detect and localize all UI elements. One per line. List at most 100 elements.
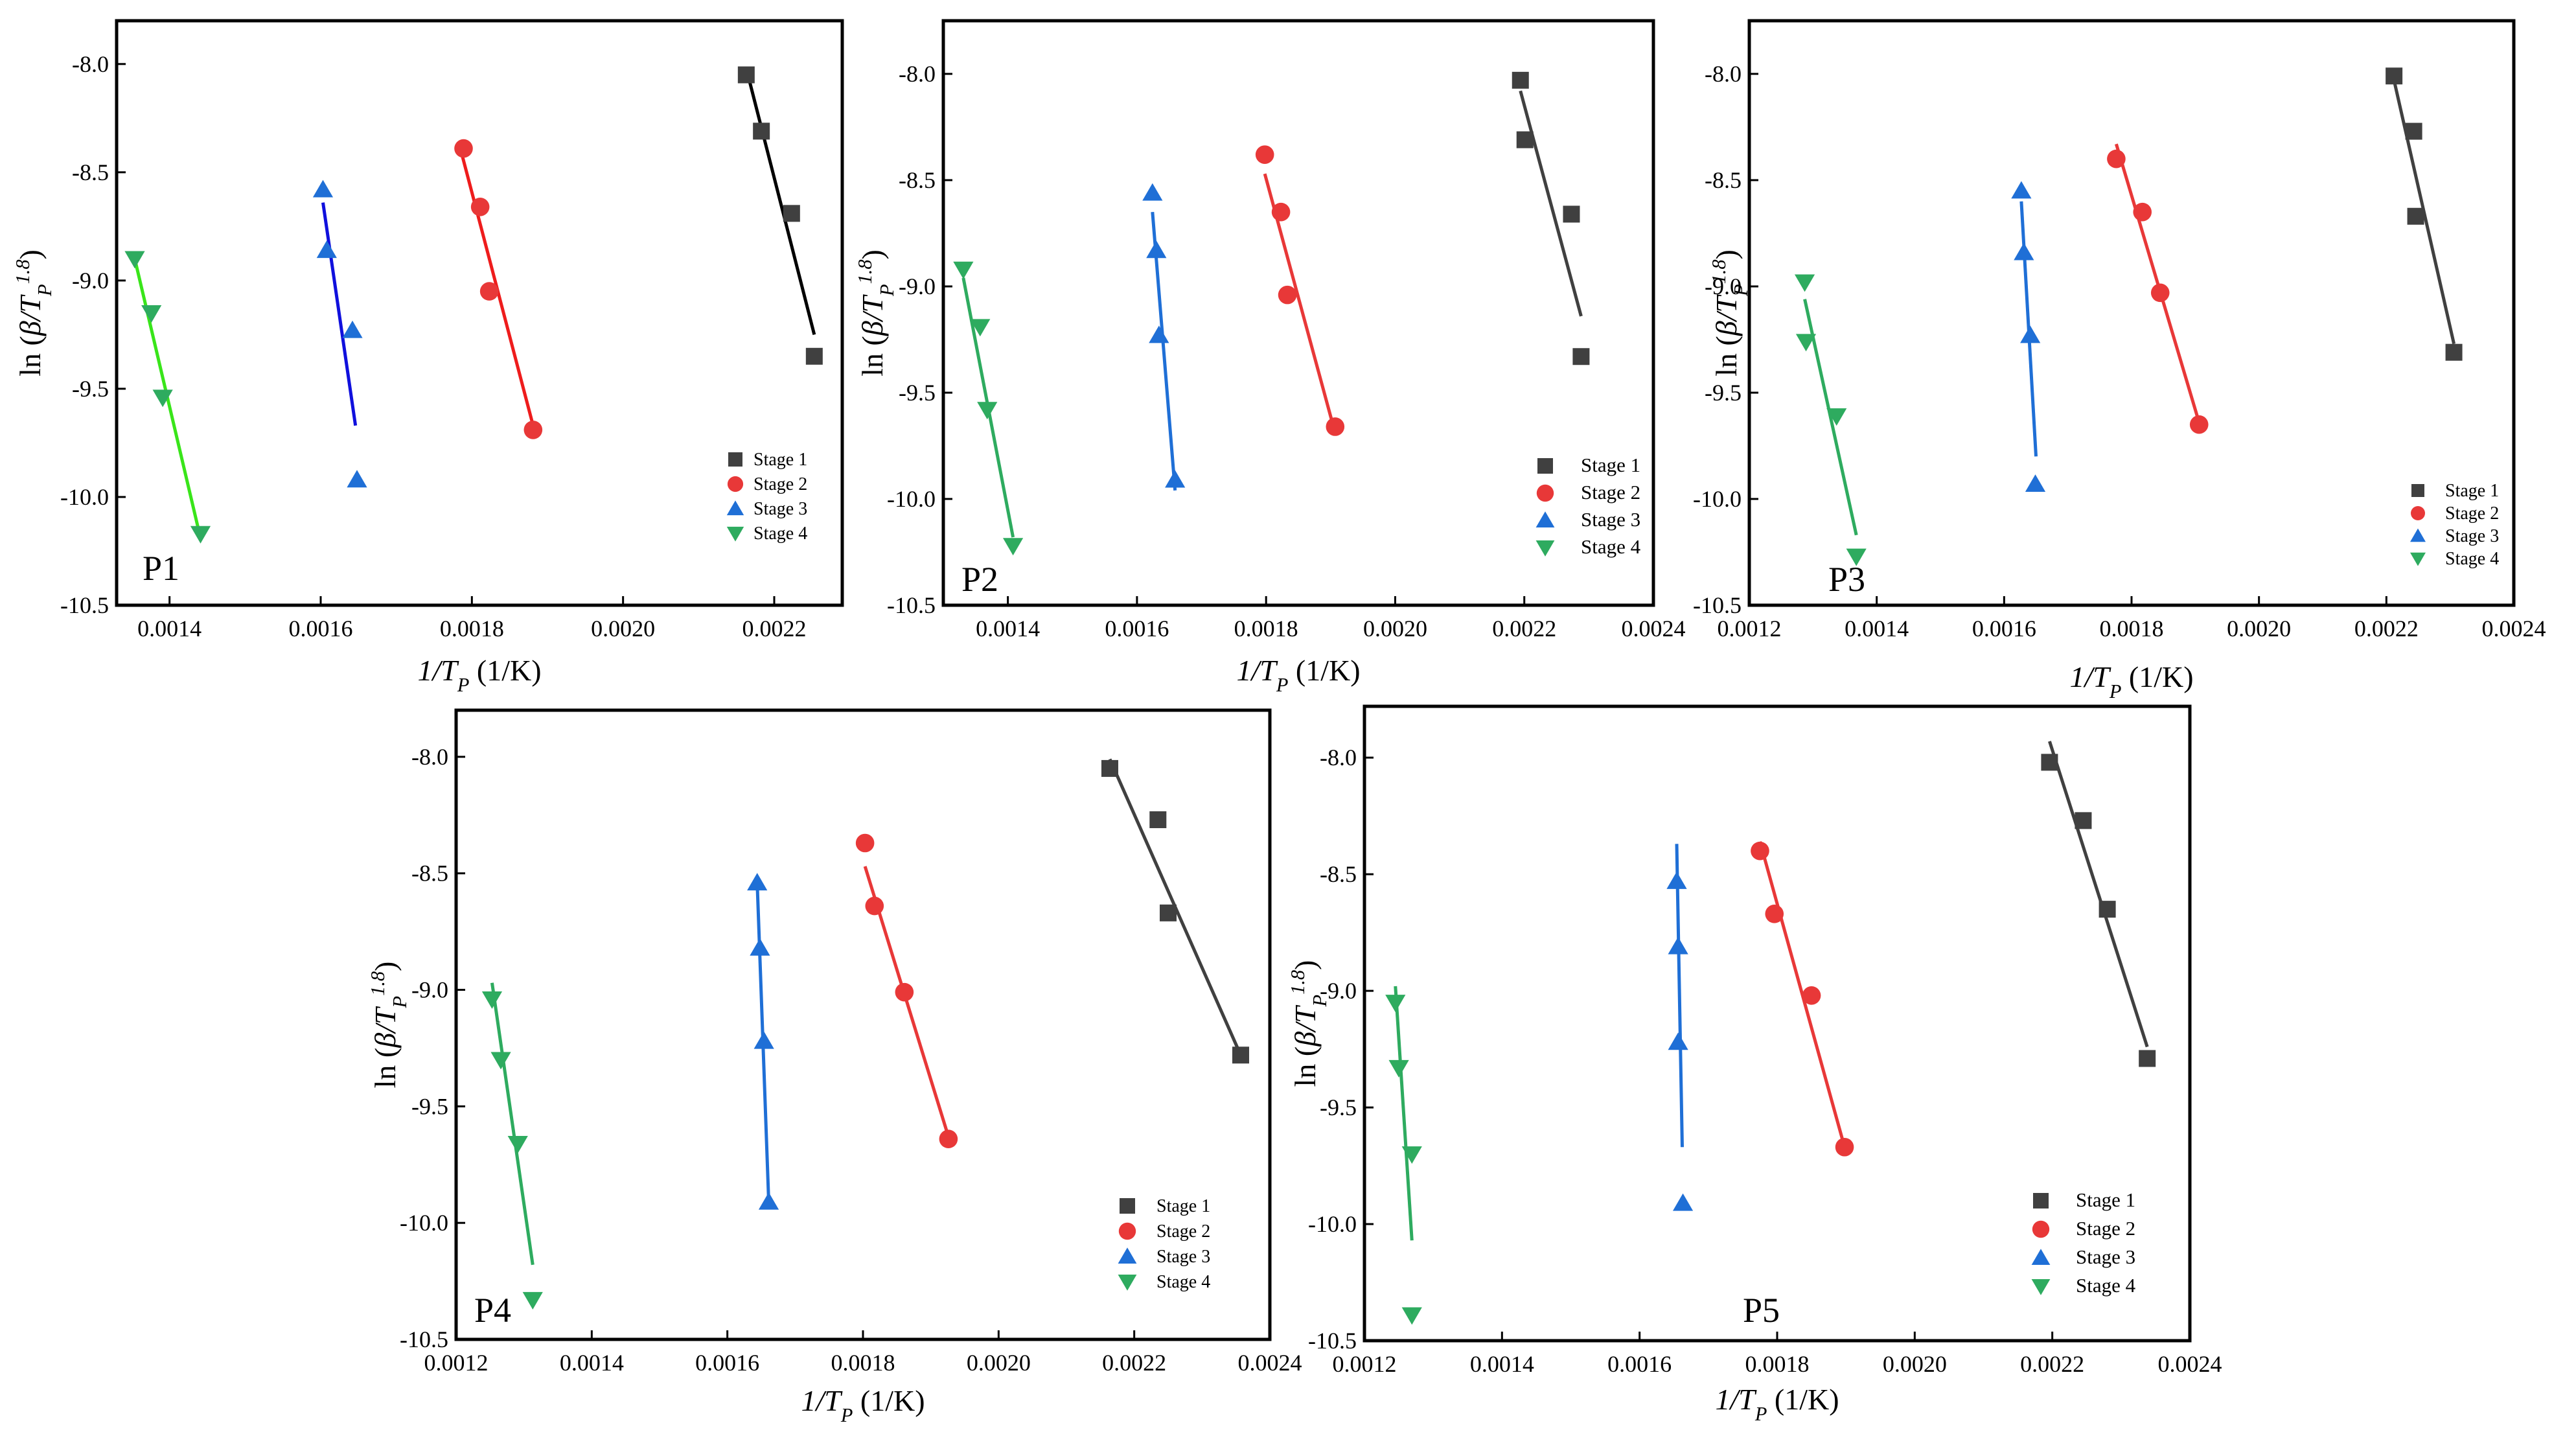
legend-label: Stage 2 (2076, 1217, 2135, 1240)
series-stage-3 (2011, 181, 2046, 492)
panel-label: P3 (1828, 560, 1865, 599)
legend-label: Stage 3 (2445, 526, 2499, 546)
y-tick-label: -8.5 (1705, 167, 1742, 193)
data-point (1795, 334, 1817, 352)
data-point (1512, 71, 1529, 89)
x-tick-label: 0.0014 (976, 616, 1040, 642)
x-tick-label: 0.0014 (1845, 616, 1909, 642)
y-tick-label: -9.0 (1705, 273, 1742, 299)
y-tick-label: -9.0 (411, 977, 448, 1003)
y-tick-label: -9.0 (72, 268, 109, 294)
data-point (1142, 183, 1163, 201)
data-point (2107, 149, 2126, 168)
y-tick-label: -10.0 (1693, 486, 1742, 512)
legend-label: Stage 1 (753, 450, 807, 470)
y-tick-label: -10.5 (887, 592, 936, 618)
data-point (1101, 759, 1118, 777)
data-point (312, 179, 334, 198)
x-tick-label: 0.0020 (1883, 1351, 1947, 1377)
x-tick-label: 0.0016 (1105, 616, 1169, 642)
data-point (753, 122, 770, 140)
data-point (141, 305, 162, 323)
data-point (855, 833, 875, 853)
legend: Stage 1 Stage 2 Stage 3 Stage 4 (726, 450, 807, 544)
panel-p5: 0.0012 0.0014 0.0016 0.0018 0.0020 0.0022 0.00… (1287, 704, 2222, 1425)
data-point (507, 1135, 528, 1153)
x-tick-label: 0.0018 (1234, 616, 1298, 642)
series-stage-3 (747, 873, 779, 1210)
data-point (1278, 285, 1297, 305)
panel-p1: 0.0014 0.0016 0.0018 0.0020 0.0022 -10.5 -10.0… (12, 19, 844, 696)
plot-frame (941, 19, 1655, 607)
fit-line (1675, 844, 1684, 1148)
data-point (1149, 325, 1169, 343)
data-point (2445, 343, 2463, 361)
legend: Stage 1 Stage 2 Stage 3 Stage 4 (1118, 1196, 1210, 1292)
x-tick-label: 0.0012 (424, 1350, 489, 1376)
y-tick-label: -10.0 (887, 486, 936, 512)
legend-marker (2031, 1249, 2051, 1266)
data-point (1765, 905, 1784, 923)
data-point (1232, 1047, 1249, 1064)
series-stage-2 (1255, 145, 1345, 436)
x-tick-label: 0.0018 (831, 1350, 895, 1376)
y-axis-title: ln (β/TP1.8) (854, 249, 898, 376)
fit-line (1151, 211, 1177, 491)
legend-marker (1537, 458, 1553, 474)
series-stage-2 (855, 833, 958, 1149)
legend-label: Stage 3 (753, 499, 807, 519)
fit-line (1758, 841, 1846, 1148)
x-axis-title: 1/TP (1/K) (801, 1384, 925, 1426)
panel-label: P2 (961, 560, 998, 599)
data-point (805, 347, 823, 365)
legend-marker (1118, 1247, 1137, 1264)
data-point (1401, 1146, 1422, 1164)
data-point (1672, 1193, 1694, 1211)
data-point (2139, 1050, 2156, 1067)
x-tick-label: 0.0022 (2020, 1351, 2084, 1377)
y-tick-label: -8.0 (899, 61, 936, 87)
x-tick-label: 0.0020 (1363, 616, 1427, 642)
data-point (953, 261, 974, 279)
data-point (481, 991, 503, 1009)
series-stage-1 (1512, 71, 1590, 365)
data-point (977, 402, 998, 420)
panel-p3: 0.0012 0.0014 0.0016 0.0018 0.0020 0.0022 0.00… (1693, 19, 2546, 702)
series-stage-3 (1142, 183, 1186, 491)
data-point (2150, 283, 2170, 303)
fit-line (1394, 986, 1414, 1241)
data-point (2099, 901, 2116, 918)
data-point (750, 938, 770, 956)
series-stage-4 (1385, 986, 1422, 1325)
data-point (2189, 415, 2209, 434)
data-point (970, 319, 991, 337)
legend-label: Stage 1 (2076, 1188, 2135, 1211)
data-point (2133, 202, 2152, 222)
panel-label: P1 (143, 549, 179, 588)
x-axis-title: 1/TP (1/K) (1236, 654, 1360, 696)
data-point (2011, 181, 2032, 199)
series-stage-1 (737, 66, 823, 365)
legend-marker (2410, 528, 2426, 542)
x-tick-label: 0.0024 (1622, 616, 1686, 642)
data-point (1572, 348, 1590, 365)
data-point (1802, 986, 1821, 1005)
x-axis-title: 1/TP (1/K) (417, 654, 541, 696)
legend-marker (2031, 1278, 2051, 1295)
x-tick-label: 0.0018 (440, 616, 504, 642)
data-point (470, 198, 490, 216)
plot-frame (1363, 704, 2192, 1343)
data-point (1160, 904, 1177, 921)
legend-marker (1535, 540, 1555, 557)
data-point (1516, 131, 1534, 148)
x-tick-label: 0.0018 (1745, 1351, 1810, 1377)
x-tick-label: 0.0016 (695, 1350, 759, 1376)
fit-line (744, 67, 816, 336)
data-point (2014, 242, 2034, 260)
y-axis-title: ln (β/TP1.8) (1287, 960, 1331, 1087)
data-point (316, 240, 337, 259)
x-tick-label: 0.0022 (2354, 616, 2419, 642)
data-point (2075, 812, 2092, 829)
data-point (2020, 325, 2041, 343)
data-point (1401, 1307, 1422, 1325)
